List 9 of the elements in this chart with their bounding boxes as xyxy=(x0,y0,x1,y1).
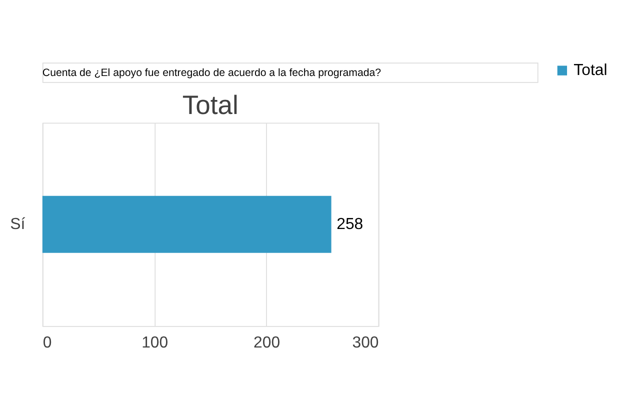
legend-label: Total xyxy=(574,62,608,79)
data-label: 258 xyxy=(336,216,364,233)
chart-title: Total xyxy=(182,90,238,120)
x-tick-label: 300 xyxy=(352,334,379,352)
y-tick-label: Sí xyxy=(10,216,26,233)
text: Cuenta de ¿El apoyo fue entregado de acuerdo a la fecha programada? xyxy=(42,66,382,79)
x-tick-label: 0 xyxy=(42,334,52,352)
x-tick-label: 100 xyxy=(142,334,168,352)
x-tick-label: 200 xyxy=(254,334,280,352)
